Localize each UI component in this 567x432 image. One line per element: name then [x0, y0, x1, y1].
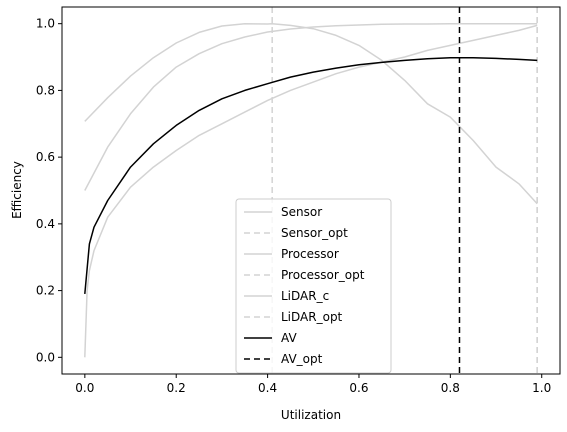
x-tick-label: 0.6 — [349, 381, 368, 395]
plot-frame — [61, 6, 561, 375]
series-line-processor — [84, 22, 538, 191]
plot-lines — [84, 7, 538, 374]
series-line-sensor — [84, 22, 538, 205]
x-tick-label: 0.2 — [167, 381, 186, 395]
legend-label: AV_opt — [281, 352, 323, 366]
legend-label: Sensor — [281, 205, 322, 219]
x-tick-label: 1.0 — [532, 381, 551, 395]
x-axis: 0.0 0.2 0.4 0.6 0.8 1.0 — [75, 374, 551, 395]
series-line-lidar-c — [84, 24, 538, 358]
legend-label: LiDAR_opt — [281, 310, 343, 324]
legend-label: AV — [281, 331, 297, 345]
x-axis-title: Utilization — [281, 408, 341, 422]
legend: Sensor Sensor_opt Processor Processor_opt Li… — [235, 198, 392, 374]
legend-label: Sensor_opt — [281, 226, 348, 240]
legend-label: LiDAR_c — [281, 289, 329, 303]
y-axis: 0.0 0.2 0.4 0.6 0.8 1.0 — [36, 17, 62, 364]
x-tick-label: 0.8 — [441, 381, 460, 395]
legend-label: Processor — [281, 247, 339, 261]
legend-box — [235, 198, 392, 374]
series-line-av — [84, 56, 538, 294]
y-tick-label: 0.8 — [36, 83, 55, 97]
y-tick-label: 0.4 — [36, 217, 55, 231]
y-tick-label: 0.6 — [36, 150, 55, 164]
y-tick-label: 0.2 — [36, 284, 55, 298]
x-tick-label: 0.0 — [75, 381, 94, 395]
x-tick-label: 0.4 — [258, 381, 277, 395]
y-axis-title: Efficiency — [10, 161, 24, 219]
y-tick-label: 1.0 — [36, 17, 55, 31]
y-tick-label: 0.0 — [36, 350, 55, 364]
legend-label: Processor_opt — [281, 268, 365, 282]
